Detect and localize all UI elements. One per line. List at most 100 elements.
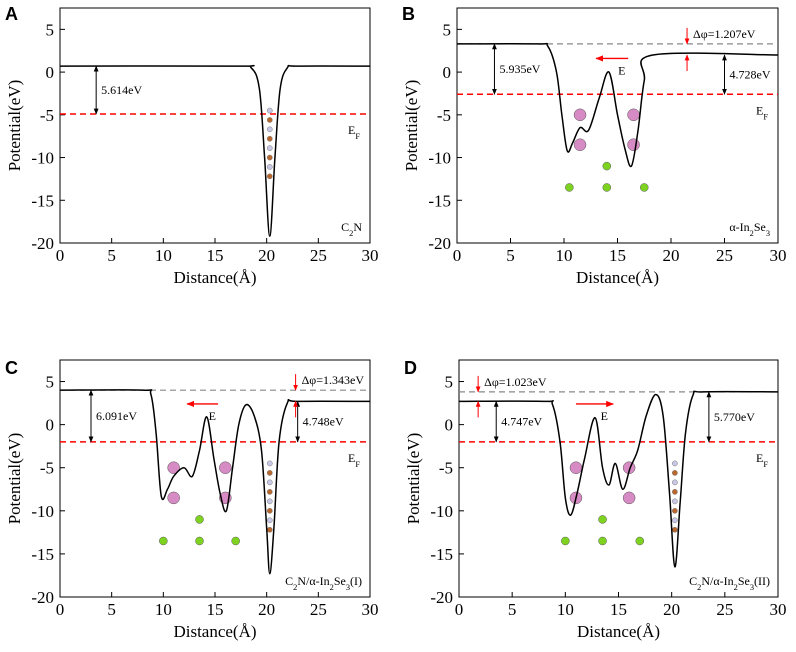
y-tick-label: -15 — [31, 545, 54, 564]
y-tick-label: -10 — [31, 502, 54, 521]
atom — [266, 154, 273, 161]
dphi-label: Δφ=1.207eV — [693, 27, 756, 41]
gap-label: 4.748eV — [303, 415, 344, 429]
structure-label-part: 2 — [750, 229, 754, 238]
atom — [266, 107, 273, 114]
structure-label-part: C — [689, 574, 697, 588]
gap-label: 6.091eV — [96, 409, 137, 423]
structure-label: C2N/α-In2Se3(II) — [689, 574, 770, 592]
structure-label: C2N — [341, 220, 362, 238]
atom — [266, 164, 273, 170]
structure-label-part: 3 — [346, 583, 350, 592]
plot-frame — [59, 7, 371, 244]
atom — [266, 498, 273, 505]
gap-label: 4.747eV — [501, 415, 542, 429]
y-tick-label: 5 — [443, 20, 452, 39]
potential-curve — [59, 64, 371, 237]
potential-curve — [456, 42, 779, 168]
fermi-label-part: E — [348, 451, 355, 465]
atom — [167, 461, 180, 474]
structure-label-part: C — [341, 220, 349, 234]
atom — [672, 470, 678, 476]
x-tick-label: 20 — [663, 600, 680, 619]
structure-label-part: N/α-In — [701, 574, 733, 588]
atom — [231, 536, 240, 546]
fermi-label-part: E — [348, 123, 355, 137]
structure-label-part: C — [285, 574, 293, 588]
atom — [266, 479, 273, 486]
x-tick-label: 0 — [56, 246, 65, 265]
x-tick-label: 30 — [362, 246, 379, 265]
x-tick-label: 10 — [155, 600, 172, 619]
structure-label-part: Se — [738, 574, 750, 588]
x-tick-label: 30 — [362, 600, 379, 619]
fermi-label-part: F — [355, 131, 360, 140]
atom — [573, 138, 587, 151]
y-tick-label: -20 — [31, 234, 54, 253]
atom — [672, 498, 678, 505]
fermi-label-part: E — [756, 103, 763, 117]
atom — [627, 108, 640, 122]
fermi-label-part: F — [763, 112, 768, 121]
y-tick-label: 0 — [46, 63, 55, 82]
y-axis-label: Potential(eV) — [402, 80, 421, 172]
x-tick-label: 20 — [258, 246, 275, 265]
x-tick-label: 10 — [155, 246, 172, 265]
atom — [266, 135, 273, 142]
x-tick-label: 30 — [770, 600, 787, 619]
atom — [622, 491, 636, 505]
y-tick-label: -15 — [430, 545, 453, 564]
atom — [266, 517, 273, 524]
x-tick-label: 25 — [716, 600, 733, 619]
y-tick-label: -5 — [40, 106, 54, 125]
x-tick-label: 25 — [716, 246, 733, 265]
atom — [219, 461, 232, 474]
structure-label-part: 2 — [349, 229, 353, 238]
x-tick-label: 25 — [310, 600, 327, 619]
fermi-label: EF — [348, 451, 360, 469]
x-tick-label: 5 — [107, 246, 116, 265]
x-tick-label: 10 — [557, 600, 574, 619]
x-tick-label: 15 — [610, 600, 627, 619]
atom — [672, 460, 678, 467]
y-axis-label: Potential(eV) — [5, 80, 24, 172]
x-axis-label: Distance(Å) — [173, 268, 256, 287]
atom — [602, 161, 612, 171]
y-tick-label: -20 — [428, 234, 451, 253]
y-tick-label: -15 — [31, 191, 54, 210]
atom — [266, 117, 273, 123]
x-tick-label: 25 — [310, 246, 327, 265]
fermi-label-part: F — [763, 459, 768, 468]
x-tick-label: 10 — [556, 246, 573, 265]
plot-frame — [59, 359, 371, 598]
atom — [565, 183, 574, 192]
panel-letter: B — [402, 4, 415, 24]
y-tick-label: -10 — [428, 149, 451, 168]
y-tick-label: -5 — [439, 459, 453, 478]
x-tick-label: 5 — [506, 246, 515, 265]
atom — [672, 517, 678, 524]
x-axis-label: Distance(Å) — [173, 622, 256, 641]
structure-label-part: 3 — [750, 583, 754, 592]
plot-frame — [458, 359, 779, 598]
x-tick-label: 5 — [508, 600, 517, 619]
atom — [635, 536, 645, 546]
fermi-label-part: F — [355, 459, 360, 468]
x-tick-label: 15 — [207, 600, 224, 619]
atom — [672, 489, 678, 495]
structure-label-part: N — [353, 220, 362, 234]
atom — [561, 536, 570, 546]
y-tick-label: -20 — [430, 588, 453, 607]
y-tick-label: 5 — [445, 373, 454, 392]
fermi-label: EF — [756, 103, 768, 121]
y-tick-label: 0 — [445, 416, 454, 435]
atom — [569, 461, 583, 474]
structure-label-part: 2 — [293, 583, 297, 592]
atom — [167, 491, 180, 505]
x-axis-label: Distance(Å) — [576, 268, 659, 287]
panel-letter: C — [5, 358, 18, 378]
atom — [159, 536, 168, 546]
dphi-label: Δφ=1.343eV — [302, 373, 365, 387]
atom — [672, 507, 678, 514]
structure-label-part: Se — [334, 574, 346, 588]
